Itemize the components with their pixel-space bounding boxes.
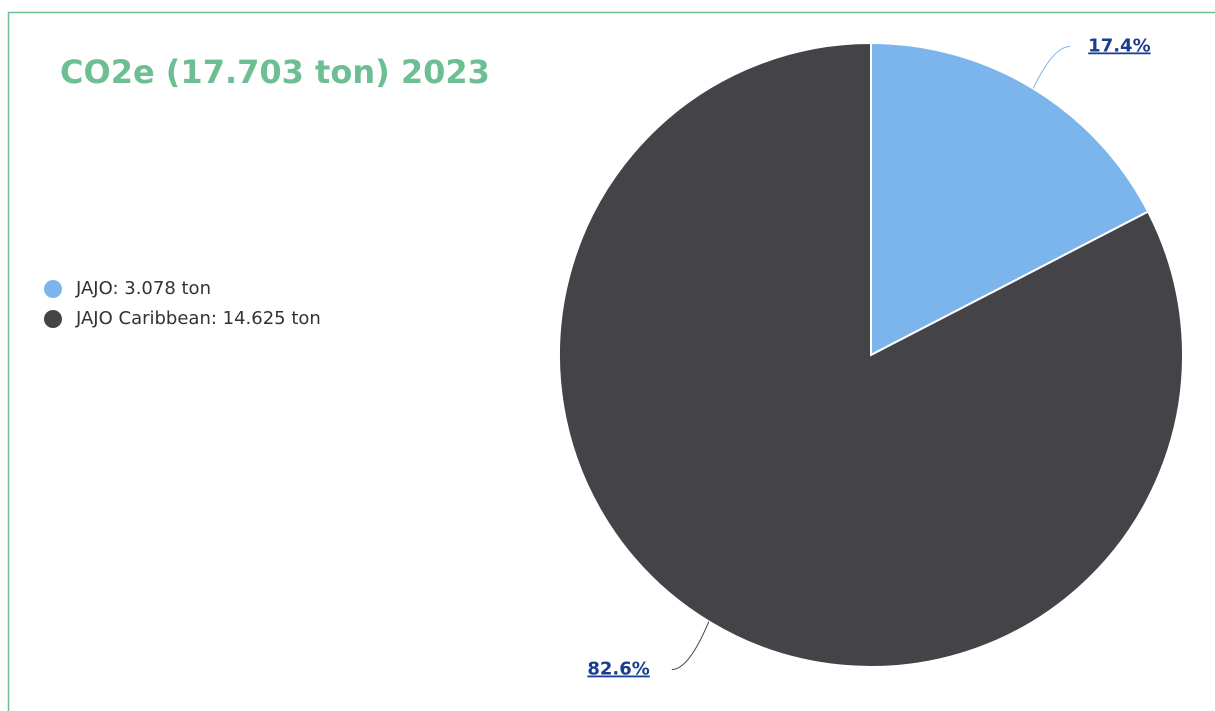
legend-marker: [44, 280, 62, 298]
legend-marker: [44, 310, 62, 328]
connector: [1032, 45, 1071, 89]
connector: [671, 621, 710, 671]
chart-title: CO2e (17.703 ton) 2023: [60, 53, 490, 91]
data-label: 17.4%: [1088, 35, 1150, 56]
legend-label: JAJO: 3.078 ton: [75, 278, 211, 299]
pie-slice: [558, 41, 1184, 668]
data-label: 82.6%: [587, 659, 649, 680]
legend-label: JAJO Caribbean: 14.625 ton: [75, 308, 321, 329]
